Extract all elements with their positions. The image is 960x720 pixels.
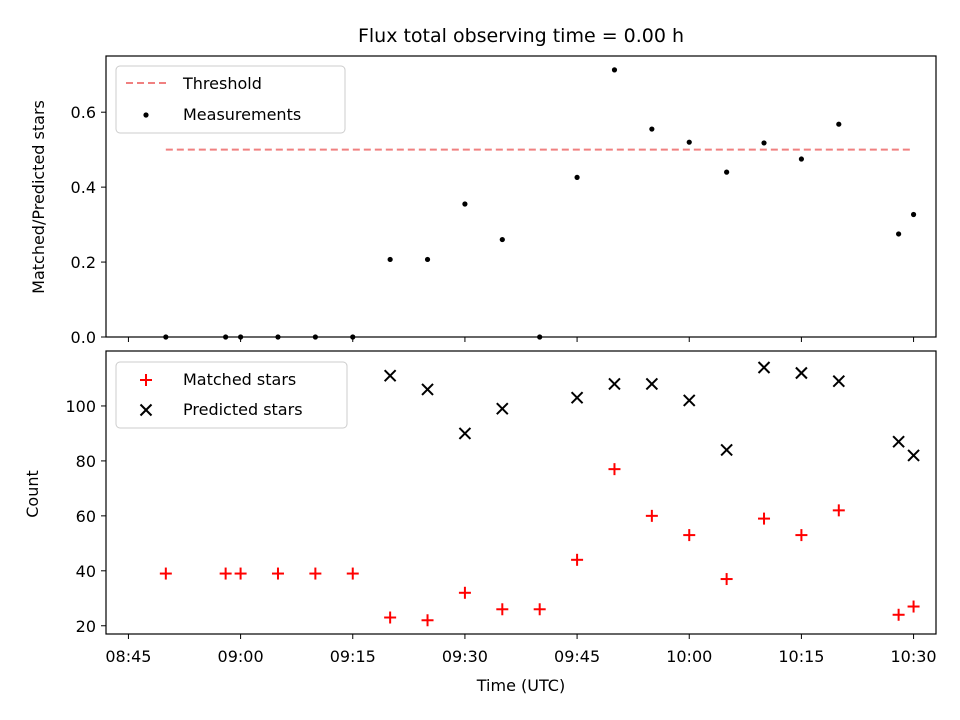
legend-matched-label: Matched stars xyxy=(183,370,296,389)
predicted-star-point xyxy=(496,402,509,415)
predicted-star-point xyxy=(383,369,397,382)
matched-star-point xyxy=(832,504,845,517)
matched-star-point xyxy=(683,529,696,542)
matched-star-point xyxy=(234,567,247,580)
predicted-star-point xyxy=(645,377,659,391)
matched-star-point xyxy=(571,553,584,566)
measurement-point xyxy=(424,256,431,263)
bottom-y-tick-label: 20 xyxy=(76,617,96,636)
predicted-star-point xyxy=(892,435,905,448)
matched-star-point xyxy=(758,512,771,525)
bottom-axes-frame xyxy=(105,350,937,635)
predicted-star-point xyxy=(832,375,845,388)
bottom-legend: Matched stars Predicted stars xyxy=(115,361,348,429)
matched-star-point xyxy=(720,573,733,586)
x-tick-label: 10:00 xyxy=(666,647,712,666)
predicted-star-point xyxy=(757,361,771,374)
top-axes-frame xyxy=(105,55,937,338)
matched-star-point xyxy=(159,567,172,580)
predicted-star-point xyxy=(458,427,472,440)
matched-star-point xyxy=(309,567,322,580)
matched-star-point xyxy=(458,586,471,599)
x-tick-label: 10:15 xyxy=(778,647,824,666)
predicted-star-point xyxy=(907,449,920,462)
matched-star-point xyxy=(384,611,397,624)
predicted-star-point xyxy=(570,391,584,404)
legend-matched-swatch xyxy=(140,374,152,386)
x-tick-label: 09:30 xyxy=(442,647,488,666)
x-tick-label: 09:00 xyxy=(218,647,264,666)
measurement-point xyxy=(686,139,692,145)
predicted-star-point xyxy=(720,443,733,457)
measurement-point xyxy=(462,201,468,207)
measurement-point xyxy=(387,256,393,263)
measurement-point xyxy=(896,231,902,237)
bottom-y-tick-label: 80 xyxy=(76,452,96,471)
measurement-point xyxy=(611,67,618,73)
bottom-y-tick-label: 40 xyxy=(76,562,96,581)
measurement-point xyxy=(649,126,655,132)
matched-star-point xyxy=(907,600,920,613)
x-tick-label: 08:45 xyxy=(105,647,151,666)
measurement-point xyxy=(798,156,805,162)
chart-title: Flux total observing time = 0.00 h xyxy=(358,25,684,47)
matched-star-point xyxy=(795,529,808,542)
predicted-star-point xyxy=(683,394,696,407)
measurement-point xyxy=(910,211,917,218)
top-plot-area xyxy=(163,67,917,340)
matched-star-point xyxy=(271,567,284,580)
matched-star-point xyxy=(533,603,546,616)
x-tick-label: 09:15 xyxy=(330,647,376,666)
bottom-y-tick-label: 100 xyxy=(65,397,96,416)
matched-star-point xyxy=(892,608,905,621)
predicted-star-point xyxy=(795,366,808,380)
bottom-y-axis-label: Count xyxy=(23,470,42,518)
x-axis-label: Time (UTC) xyxy=(476,676,565,695)
top-y-axis-label: Matched/Predicted stars xyxy=(29,100,48,294)
legend-matched-marker-shape xyxy=(140,374,152,386)
top-y-tick-label: 0.6 xyxy=(71,103,96,122)
top-y-tick-label: 0.4 xyxy=(71,178,96,197)
matched-star-point xyxy=(608,463,621,476)
top-legend: Threshold Measurements xyxy=(115,65,346,134)
predicted-star-point xyxy=(421,383,434,396)
legend-predicted-label: Predicted stars xyxy=(183,400,303,419)
top-y-tick-label: 0.2 xyxy=(71,253,96,272)
bottom-plot-area xyxy=(159,361,920,627)
legend-measurements-swatch xyxy=(143,112,149,118)
matched-star-point xyxy=(421,614,434,627)
measurement-point xyxy=(836,121,842,127)
matched-star-point xyxy=(496,603,509,616)
top-legend-box xyxy=(115,65,346,134)
measurement-point xyxy=(499,236,505,243)
measurement-point xyxy=(724,169,730,175)
bottom-legend-box xyxy=(115,361,348,429)
top-y-tick-label: 0.0 xyxy=(71,328,96,347)
matched-star-point xyxy=(219,567,232,580)
legend-threshold-label: Threshold xyxy=(182,74,262,93)
bottom-y-tick-label: 60 xyxy=(76,507,96,526)
legend-predicted-marker-shape xyxy=(139,403,153,417)
predicted-star-point xyxy=(608,377,621,391)
legend-measurements-label: Measurements xyxy=(183,105,301,124)
measurement-point xyxy=(574,174,580,180)
legend-predicted-swatch xyxy=(139,403,153,417)
measurement-point xyxy=(761,140,767,146)
x-tick-label: 09:45 xyxy=(554,647,600,666)
matched-star-point xyxy=(645,509,658,522)
matched-star-point xyxy=(346,567,359,580)
x-tick-label: 10:30 xyxy=(891,647,937,666)
